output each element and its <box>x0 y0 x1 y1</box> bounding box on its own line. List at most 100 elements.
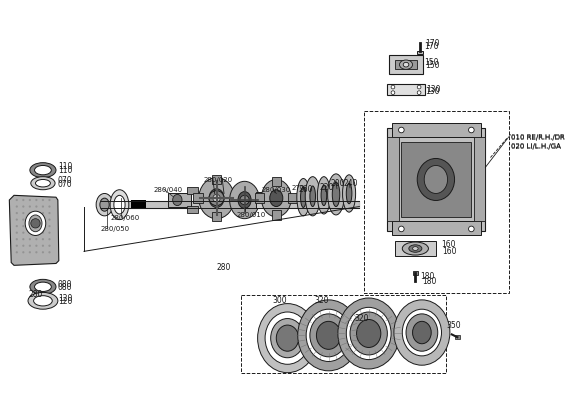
Text: 010 RE/R.H./DR: 010 RE/R.H./DR <box>511 135 564 141</box>
Text: 170: 170 <box>424 42 438 52</box>
Circle shape <box>213 194 220 202</box>
Circle shape <box>35 218 37 221</box>
Ellipse shape <box>318 177 331 214</box>
Circle shape <box>240 195 249 205</box>
Text: 160: 160 <box>441 240 456 249</box>
Bar <box>392 222 481 236</box>
Circle shape <box>16 206 18 208</box>
Ellipse shape <box>402 309 441 356</box>
Bar <box>395 60 417 69</box>
Circle shape <box>35 245 37 247</box>
Bar <box>413 271 418 275</box>
Circle shape <box>22 199 24 201</box>
Bar <box>272 210 281 220</box>
Circle shape <box>29 225 31 227</box>
Ellipse shape <box>298 300 359 371</box>
Circle shape <box>417 91 421 94</box>
Circle shape <box>22 238 24 240</box>
Bar <box>387 84 424 96</box>
Bar <box>392 124 481 138</box>
Ellipse shape <box>31 177 55 190</box>
Circle shape <box>22 218 24 221</box>
Ellipse shape <box>413 247 418 250</box>
Text: 130: 130 <box>426 87 440 96</box>
Circle shape <box>48 218 50 221</box>
Circle shape <box>16 199 18 201</box>
Bar <box>212 175 221 184</box>
Text: 350: 350 <box>446 321 461 330</box>
Circle shape <box>48 212 50 214</box>
Circle shape <box>42 199 44 201</box>
Text: 280/010: 280/010 <box>236 212 265 218</box>
Ellipse shape <box>33 296 52 306</box>
Bar <box>131 200 145 209</box>
Circle shape <box>417 85 421 89</box>
Ellipse shape <box>28 292 58 309</box>
Circle shape <box>16 225 18 227</box>
Circle shape <box>35 238 37 240</box>
Bar <box>417 51 423 54</box>
Text: 300: 300 <box>273 296 288 305</box>
Ellipse shape <box>403 62 409 67</box>
Circle shape <box>35 232 37 234</box>
Circle shape <box>29 218 31 221</box>
Bar <box>230 194 240 203</box>
Ellipse shape <box>209 189 224 208</box>
Text: 080: 080 <box>58 280 72 288</box>
Ellipse shape <box>417 158 454 200</box>
Circle shape <box>16 218 18 221</box>
Circle shape <box>42 238 44 240</box>
Ellipse shape <box>409 245 422 252</box>
Circle shape <box>42 251 44 253</box>
Text: 240: 240 <box>344 180 358 188</box>
Text: 150: 150 <box>426 61 440 70</box>
Ellipse shape <box>328 174 345 215</box>
Ellipse shape <box>230 181 259 219</box>
Circle shape <box>469 127 474 133</box>
Text: 080: 080 <box>58 283 72 292</box>
Ellipse shape <box>338 298 400 369</box>
Circle shape <box>42 218 44 221</box>
Circle shape <box>48 225 50 227</box>
Circle shape <box>16 212 18 214</box>
Text: 260: 260 <box>299 185 313 194</box>
Bar <box>256 192 265 208</box>
Ellipse shape <box>400 60 413 69</box>
Circle shape <box>29 251 31 253</box>
Circle shape <box>16 245 18 247</box>
Ellipse shape <box>316 321 341 349</box>
Ellipse shape <box>258 304 318 373</box>
Circle shape <box>48 206 50 208</box>
Ellipse shape <box>270 190 283 206</box>
Text: 320: 320 <box>355 314 370 323</box>
Circle shape <box>22 232 24 234</box>
Ellipse shape <box>346 307 391 360</box>
Ellipse shape <box>342 175 355 212</box>
Circle shape <box>42 212 44 214</box>
Circle shape <box>398 226 404 232</box>
Circle shape <box>42 225 44 227</box>
Ellipse shape <box>265 312 310 364</box>
Circle shape <box>35 206 37 208</box>
Ellipse shape <box>394 300 450 365</box>
Circle shape <box>398 127 404 133</box>
Text: 070: 070 <box>58 176 72 185</box>
Circle shape <box>35 251 37 253</box>
Text: 020 LI/L.H./GA: 020 LI/L.H./GA <box>511 143 560 149</box>
Ellipse shape <box>35 166 52 175</box>
Ellipse shape <box>30 279 56 294</box>
Text: 200: 200 <box>331 180 345 188</box>
Circle shape <box>391 91 395 94</box>
Ellipse shape <box>114 195 125 214</box>
Bar <box>187 206 198 213</box>
Text: 170: 170 <box>426 40 440 48</box>
Circle shape <box>31 219 40 228</box>
Circle shape <box>48 232 50 234</box>
Circle shape <box>35 225 37 227</box>
Ellipse shape <box>29 215 42 232</box>
Bar <box>187 187 198 194</box>
Bar <box>395 241 436 256</box>
Circle shape <box>29 245 31 247</box>
Ellipse shape <box>36 180 50 187</box>
Text: 180: 180 <box>422 276 436 286</box>
